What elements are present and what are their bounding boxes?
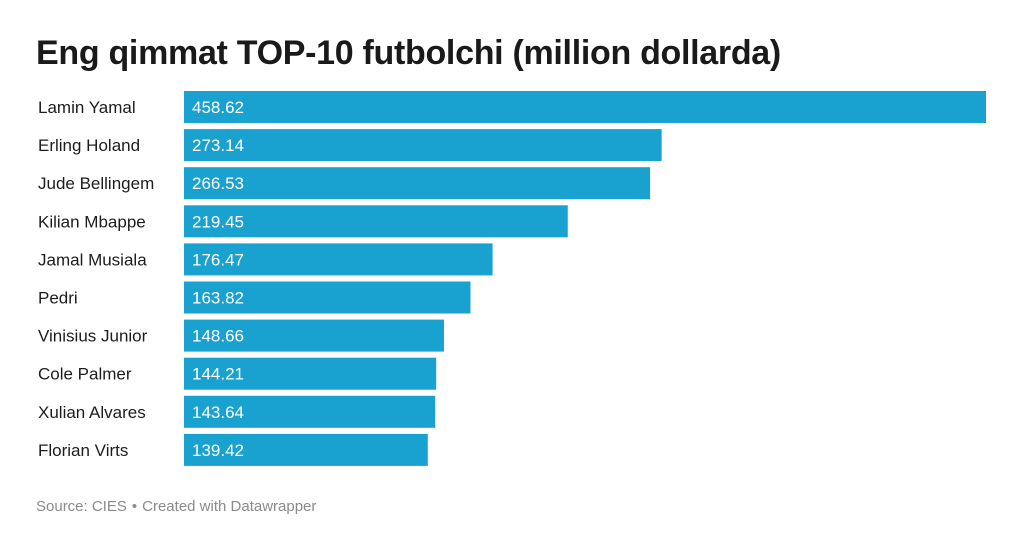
value-label: 163.82: [192, 289, 244, 308]
credit-note: Created with Datawrapper: [142, 498, 317, 515]
chart-footer: Source: CIES • Created with Datawrapper: [36, 498, 316, 515]
value-label: 266.53: [192, 174, 244, 193]
category-label: Vinisius Junior: [38, 327, 148, 346]
bar: [184, 91, 986, 123]
bar: [184, 319, 444, 352]
chart-title: Eng qimmat TOP-10 futbolchi (million dol…: [36, 34, 781, 72]
bar: [184, 433, 428, 466]
bar-row: Xulian Alvares 143.64: [38, 395, 436, 428]
category-label: Cole Palmer: [38, 365, 132, 384]
source-note: Source: CIES: [36, 498, 127, 515]
bar-row: Florian Virts 139.42: [38, 433, 428, 466]
value-label: 458.62: [192, 98, 244, 117]
bar-row: Erling Holand 273.14: [38, 129, 662, 162]
bar-row: Jude Bellingem 266.53: [38, 167, 651, 200]
category-label: Jamal Musiala: [38, 250, 147, 269]
bar-row: Kilian Mbappe 219.45: [38, 205, 568, 238]
bar-row: Vinisius Junior 148.66: [38, 319, 444, 352]
category-label: Jude Bellingem: [38, 174, 154, 193]
category-label: Kilian Mbappe: [38, 212, 146, 231]
bar: [184, 243, 493, 276]
value-label: 139.42: [192, 441, 244, 460]
value-label: 144.21: [192, 365, 244, 384]
category-label: Erling Holand: [38, 136, 140, 155]
category-label: Xulian Alvares: [38, 403, 146, 422]
value-label: 148.66: [192, 327, 244, 346]
bar-row: Pedri 163.82: [38, 281, 471, 314]
value-label: 143.64: [192, 403, 244, 422]
bar: [184, 357, 437, 390]
bar-row: Cole Palmer 144.21: [38, 357, 437, 390]
value-label: 219.45: [192, 212, 244, 231]
bar: [184, 395, 436, 428]
category-label: Florian Virts: [38, 441, 128, 460]
bar: [184, 205, 568, 238]
bar-row: Lamin Yamal 458.62: [38, 91, 986, 123]
bar-row: Jamal Musiala 176.47: [38, 243, 493, 276]
bar: [184, 129, 662, 162]
value-label: 273.14: [192, 136, 244, 155]
value-label: 176.47: [192, 250, 244, 269]
footer-separator: •: [131, 498, 138, 515]
category-label: Lamin Yamal: [38, 98, 136, 117]
category-label: Pedri: [38, 289, 78, 308]
bar: [184, 281, 471, 314]
bar: [184, 167, 651, 200]
